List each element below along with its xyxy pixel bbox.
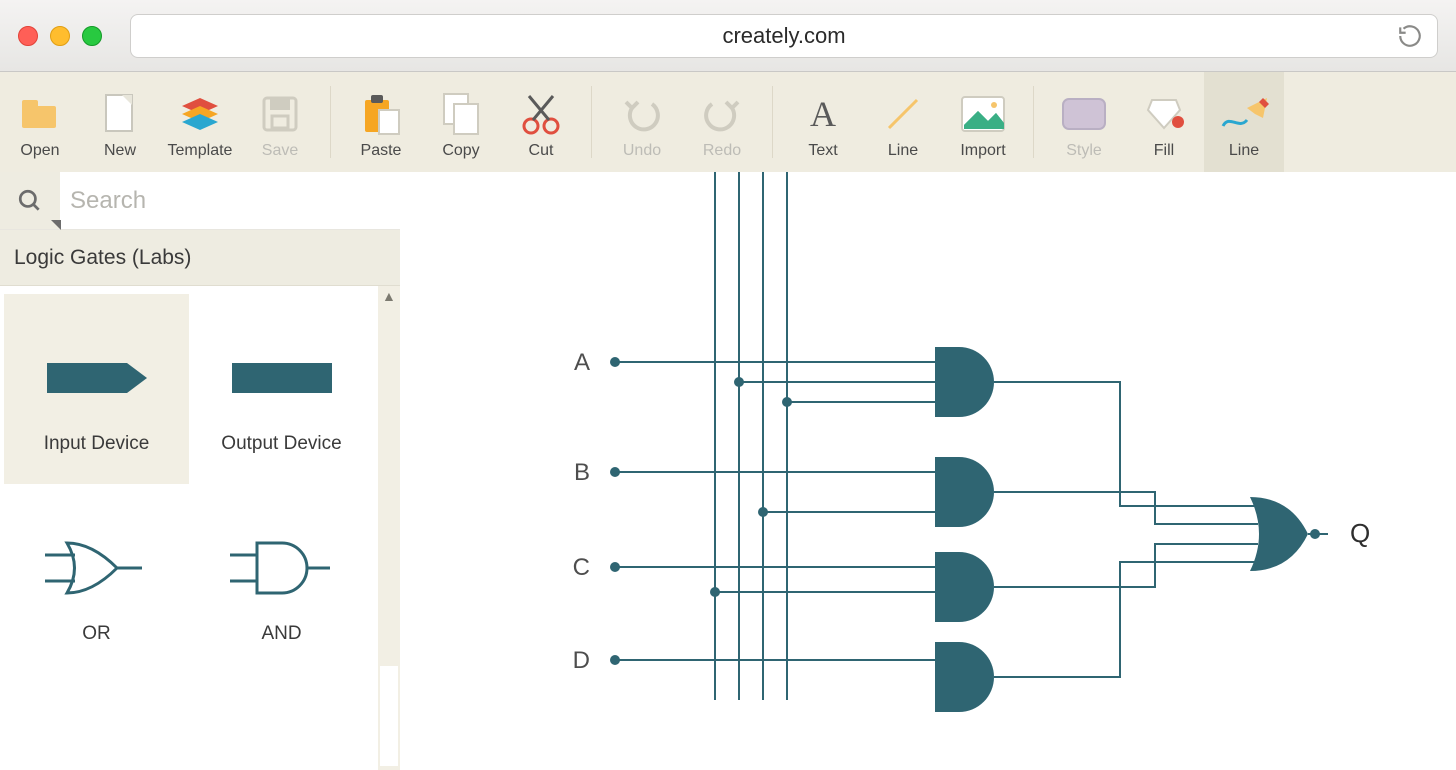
palette-label: Output Device bbox=[221, 433, 341, 455]
toolbar-label: Copy bbox=[442, 142, 479, 160]
toolbar-save-button: Save bbox=[240, 72, 320, 172]
close-window-button[interactable] bbox=[18, 26, 38, 46]
lineTool-icon bbox=[1219, 90, 1269, 138]
template-icon bbox=[178, 90, 222, 138]
svg-text:C: C bbox=[573, 554, 590, 581]
toolbar-template-button[interactable]: Template bbox=[160, 72, 240, 172]
toolbar-label: Save bbox=[262, 142, 298, 160]
toolbar-open-button[interactable]: Open bbox=[0, 72, 80, 172]
palette-label: AND bbox=[261, 623, 301, 645]
toolbar-label: Text bbox=[808, 142, 837, 160]
palette-label: Input Device bbox=[44, 433, 150, 455]
search-icon[interactable] bbox=[0, 172, 60, 229]
toolbar-label: Cut bbox=[529, 142, 554, 160]
toolbar-paste-button[interactable]: Paste bbox=[341, 72, 421, 172]
svg-text:A: A bbox=[810, 94, 836, 134]
left-sidebar: Logic Gates (Labs) Input Device Output De… bbox=[0, 172, 400, 770]
workspace: Logic Gates (Labs) Input Device Output De… bbox=[0, 172, 1456, 770]
style-icon bbox=[1061, 90, 1107, 138]
toolbar-undo-button: Undo bbox=[602, 72, 682, 172]
svg-text:A: A bbox=[574, 349, 590, 376]
logic-circuit: A B C D Q bbox=[400, 172, 1456, 770]
palette-and[interactable]: AND bbox=[189, 484, 374, 674]
toolbar-label: Undo bbox=[623, 142, 661, 160]
toolbar-label: Paste bbox=[361, 142, 402, 160]
palette-output-device[interactable]: Output Device bbox=[189, 294, 374, 484]
or-thumb-icon bbox=[37, 513, 157, 623]
minimize-window-button[interactable] bbox=[50, 26, 70, 46]
shapes-panel-title: Logic Gates (Labs) bbox=[0, 230, 400, 286]
window-controls bbox=[18, 26, 102, 46]
paste-icon bbox=[359, 90, 403, 138]
toolbar-redo-button: Redo bbox=[682, 72, 762, 172]
palette-label: OR bbox=[82, 623, 111, 645]
save-icon bbox=[260, 90, 300, 138]
address-bar-text: creately.com bbox=[722, 23, 845, 49]
undo-icon bbox=[622, 90, 662, 138]
maximize-window-button[interactable] bbox=[82, 26, 102, 46]
search-input[interactable] bbox=[60, 172, 400, 229]
redo-icon bbox=[702, 90, 742, 138]
palette-or[interactable]: OR bbox=[4, 484, 189, 674]
line-icon bbox=[883, 90, 923, 138]
browser-chrome: creately.com bbox=[0, 0, 1456, 72]
output-device-thumb-icon bbox=[222, 323, 342, 433]
toolbar-label: Line bbox=[1229, 142, 1259, 160]
toolbar-line-button[interactable]: Line bbox=[863, 72, 943, 172]
address-bar[interactable]: creately.com bbox=[130, 14, 1438, 58]
toolbar-label: New bbox=[104, 142, 136, 160]
toolbar-style-button: Style bbox=[1044, 72, 1124, 172]
toolbar-text-button[interactable]: A Text bbox=[783, 72, 863, 172]
text-icon: A bbox=[803, 90, 843, 138]
toolbar-label: Fill bbox=[1154, 142, 1174, 160]
fill-icon bbox=[1142, 90, 1186, 138]
svg-text:D: D bbox=[573, 647, 590, 674]
search-bar bbox=[0, 172, 400, 230]
and-thumb-icon bbox=[222, 513, 342, 623]
cut-icon bbox=[519, 90, 563, 138]
svg-text:B: B bbox=[574, 459, 590, 486]
svg-text:Q: Q bbox=[1350, 518, 1370, 548]
toolbar-fill-button[interactable]: Fill bbox=[1124, 72, 1204, 172]
toolbar-new-button[interactable]: New bbox=[80, 72, 160, 172]
palette-input-device[interactable]: Input Device bbox=[4, 294, 189, 484]
diagram-canvas[interactable]: A B C D Q bbox=[400, 172, 1456, 770]
shapes-palette: Input Device Output Device OR AND ▲ bbox=[0, 286, 400, 770]
toolbar-cut-button[interactable]: Cut bbox=[501, 72, 581, 172]
toolbar-label: Open bbox=[20, 142, 59, 160]
input-device-thumb-icon bbox=[37, 323, 157, 433]
toolbar-label: Template bbox=[168, 142, 233, 160]
new-icon bbox=[102, 90, 138, 138]
main-toolbar: Open New Template Save Paste Copy Cut Undo Redo A… bbox=[0, 72, 1456, 172]
copy-icon bbox=[440, 90, 482, 138]
reload-icon[interactable] bbox=[1397, 23, 1423, 54]
toolbar-copy-button[interactable]: Copy bbox=[421, 72, 501, 172]
toolbar-label: Style bbox=[1066, 142, 1102, 160]
toolbar-lineTool-button[interactable]: Line bbox=[1204, 72, 1284, 172]
toolbar-label: Import bbox=[960, 142, 1005, 160]
palette-scrollbar[interactable]: ▲ bbox=[378, 286, 400, 770]
import-icon bbox=[960, 90, 1006, 138]
toolbar-label: Line bbox=[888, 142, 918, 160]
toolbar-label: Redo bbox=[703, 142, 741, 160]
toolbar-import-button[interactable]: Import bbox=[943, 72, 1023, 172]
open-icon bbox=[18, 90, 62, 138]
